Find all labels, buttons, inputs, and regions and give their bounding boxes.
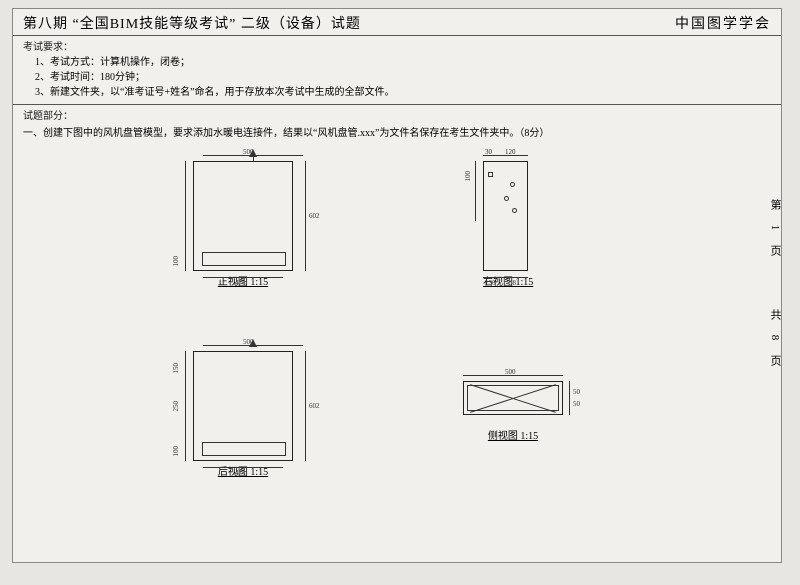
dim-100b: 100 (463, 171, 474, 182)
question-1: 一、创建下图中的风机盘管模型，要求添加水暖电连接件，结果以“风机盘管.xxx”为… (23, 124, 771, 141)
dim-500b: 500 (243, 337, 254, 348)
dim-130: 130 (485, 278, 496, 289)
back-view: 500 602 150 250 100 474 后视图 1:15 (193, 351, 293, 480)
drawings-area: 500 474 602 100 正视图 1:15 30 120 (23, 141, 771, 581)
dim-474b: 474 (235, 468, 246, 479)
side-caption: 侧视图 1:15 (488, 431, 538, 442)
dim-250: 250 (171, 401, 182, 412)
req-line-2: 2、考试时间：180分钟； (35, 70, 771, 85)
dim-602: 602 (309, 211, 320, 222)
dim-120: 120 (505, 147, 516, 158)
dim-100c: 100 (171, 446, 182, 457)
dim-474: 474 (235, 278, 246, 289)
page-total: 共 8 页 (767, 309, 783, 372)
org-name: 中国图学学会 (675, 13, 771, 33)
dim-150: 150 (171, 363, 182, 374)
dim-98: 98 (509, 278, 516, 289)
requirements-heading: 考试要求： (23, 40, 771, 55)
req-line-3: 3、新建文件夹，以“准考证号+姓名”命名，用于存放本次考试中生成的全部文件。 (35, 85, 771, 100)
req-line-1: 1、考试方式：计算机操作，闭卷； (35, 55, 771, 70)
side-view: 500 50 50 侧视图 1:15 (463, 381, 563, 444)
dim-50b: 50 (573, 399, 580, 410)
dim-500c: 500 (505, 367, 516, 378)
questions-heading: 试题部分： (23, 109, 771, 124)
dim-50: 50 (573, 387, 580, 398)
dim-100: 100 (171, 256, 182, 267)
front-view: 500 474 602 100 正视图 1:15 (193, 161, 293, 290)
doc-title: 第八期 “全国BIM技能等级考试” 二级（设备）试题 (23, 13, 361, 33)
dim-602b: 602 (309, 401, 320, 412)
page-number: 第 1 页 (767, 199, 783, 262)
right-view: 30 120 100 130 98 右视图 1:15 (483, 161, 533, 290)
dim-500: 500 (243, 147, 254, 158)
dim-30: 30 (485, 147, 492, 158)
